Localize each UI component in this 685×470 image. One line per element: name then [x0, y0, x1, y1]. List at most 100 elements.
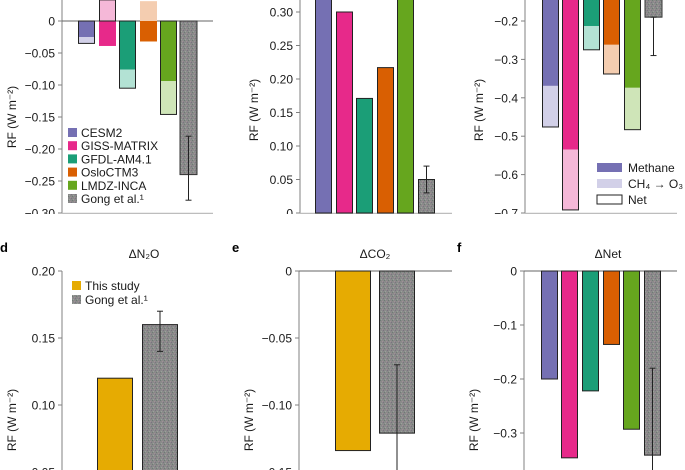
y-tick-label: 0.30	[270, 6, 294, 20]
bar-cesm2	[541, 270, 558, 380]
legend-label-net: Net	[628, 193, 647, 207]
y-tick-label: 0	[48, 15, 55, 29]
legend-label-cesm2: CESM2	[81, 126, 123, 140]
bar-cesm2	[315, 0, 332, 214]
panel-title: ΔNet	[595, 247, 622, 261]
bar-cesm2-component-1	[542, 0, 559, 86]
y-tick-label: −0.30	[25, 207, 56, 221]
legend-swatch-gfdl-am4-1	[68, 154, 77, 164]
legend-label-gong-et-al: Gong et al.¹	[81, 192, 144, 206]
legend-label-methane: Methane	[628, 161, 675, 175]
bar-giss-matrix	[336, 11, 353, 214]
panel-f: 0 −0.1 −0.2 −0.3 RF (W m⁻²) ΔNet f	[457, 240, 677, 470]
bar-gfdl-am4-1-net-outline	[119, 20, 136, 89]
y-tick-label: −0.2	[493, 373, 517, 387]
bar-osloctm3	[377, 67, 394, 214]
panel-e: 0 −0.05 −0.10 −0.15 RF (W m⁻²) ΔCO₂ e	[232, 240, 452, 470]
y-tick-label: 0.10	[32, 399, 56, 413]
bar-lmdz-inca-component-2	[160, 81, 177, 115]
panel-b: 0 0.05 0.10 0.15 0.20 0.25 0.30 RF (W m⁻²)	[247, 0, 452, 221]
y-tick-label: 0	[510, 265, 517, 279]
bar-osloctm3-component-1	[140, 21, 157, 42]
bar-giss-matrix-component-1	[99, 21, 116, 46]
bar-lmdz-inca	[397, 0, 414, 214]
y-tick-label: −0.05	[262, 332, 293, 346]
legend-label-this-study: This study	[85, 279, 140, 293]
legend-label-lmdz-inca: LMDZ-INCA	[81, 179, 146, 193]
y-tick-label: 0.05	[32, 466, 56, 470]
y-axis-title: RF (W m⁻²)	[467, 389, 481, 451]
bar-this-study	[97, 377, 133, 470]
y-tick-label: 0.10	[270, 140, 294, 154]
bar-lmdz-inca-component-1	[624, 0, 641, 88]
y-axis-title: RF (W m⁻²)	[247, 79, 261, 141]
bar-gfdl-am4-1-net-outline	[583, 0, 600, 51]
panel-title: ΔN₂O	[129, 247, 160, 261]
y-tick-label: −0.7	[494, 207, 518, 221]
legend-swatch-lmdz-inca	[68, 180, 77, 190]
bar-osloctm3-net-outline	[603, 0, 620, 75]
legend-swatch-giss-matrix	[68, 141, 77, 151]
panel-letter: e	[232, 240, 239, 255]
bar-cesm2-component-2	[542, 85, 559, 127]
bar-lmdz-inca-component-2	[624, 87, 641, 130]
y-axis-title: RF (W m⁻²)	[472, 79, 486, 141]
y-tick-label: 0.15	[32, 332, 56, 346]
bar-giss-matrix-net-outline	[562, 0, 579, 211]
y-tick-label: 0.15	[270, 106, 294, 120]
bar-osloctm3-component-2	[140, 1, 157, 22]
legend-swatch-gong-et-al	[68, 194, 77, 203]
bar-gfdl-am4-1-component-1	[119, 21, 136, 70]
bar-gfdl-am4-1	[356, 97, 373, 214]
bar-giss-matrix-component-2	[99, 0, 116, 22]
y-tick-label: −0.20	[25, 143, 56, 157]
y-axis-title: RF (W m⁻²)	[5, 86, 19, 148]
y-tick-label: −0.15	[262, 466, 293, 470]
y-tick-label: 0	[286, 207, 293, 221]
y-tick-label: −0.3	[494, 53, 518, 67]
y-tick-label: −0.1	[493, 319, 517, 333]
bar-osloctm3-component-2	[603, 44, 620, 74]
y-tick-label: −0.15	[25, 111, 56, 125]
bar-lmdz-inca-component-1	[160, 21, 177, 82]
y-tick-label: −0.2	[494, 15, 518, 29]
y-tick-label: −0.05	[25, 47, 56, 61]
bar-giss-matrix-component-2	[562, 149, 579, 210]
legend-swatch-net	[596, 194, 623, 205]
y-tick-label: −0.4	[494, 91, 518, 105]
bar-this-study	[335, 270, 371, 452]
bar-gfdl-am4-1-component-2	[583, 25, 600, 50]
legend-swatch-ch4-to-o3	[597, 179, 622, 188]
legend-label-gfdl-am4-1: GFDL-AM4.1	[81, 152, 152, 166]
y-tick-label: 0.05	[270, 173, 294, 187]
bar-cesm2-component-1	[78, 21, 95, 37]
bar-osloctm3-component-1	[603, 0, 620, 45]
y-tick-label: 0	[285, 265, 292, 279]
panel-a: 0 −0.05 −0.10 −0.15 −0.20 −0.25 −0.30 RF (W m⁻²…	[5, 0, 213, 221]
legend-label-giss-matrix: GISS-MATRIX	[81, 139, 158, 153]
legend-swatch-gong-et-al	[72, 295, 81, 304]
y-tick-label: 0.25	[270, 39, 294, 53]
legend-swatch-this-study	[72, 281, 81, 290]
y-tick-label: −0.5	[494, 130, 518, 144]
bar-cesm2-component-2	[78, 37, 95, 44]
legend-swatch-osloctm3	[68, 167, 77, 177]
bar-gfdl-am4-1-component-2	[119, 69, 136, 89]
legend-swatch-methane	[597, 163, 622, 172]
bar-lmdz-inca-net-outline	[160, 20, 177, 115]
bar-cesm2-net-outline	[78, 20, 95, 44]
panel-d: 0.20 0.15 0.10 0.05 RF (W m⁻²) ΔN₂O d This stud…	[0, 240, 178, 470]
panel-letter: d	[0, 240, 8, 255]
bar-gong-et-al	[644, 0, 663, 18]
y-tick-label: −0.6	[494, 168, 518, 182]
bar-lmdz-inca-net-outline	[624, 0, 641, 131]
legend-swatch-cesm2	[68, 128, 77, 137]
y-tick-label: 0.20	[270, 73, 294, 87]
y-tick-label: 0.20	[32, 265, 56, 279]
bar-giss-matrix-component-1	[562, 0, 579, 150]
y-axis-title: RF (W m⁻²)	[242, 389, 256, 451]
legend-label-gong-et-al: Gong et al.¹	[85, 293, 148, 307]
panel-c: −0.2 −0.3 −0.4 −0.5 −0.6 −0.7 RF (W m⁻²) Methan…	[472, 0, 683, 221]
y-tick-label: −0.3	[493, 427, 517, 441]
